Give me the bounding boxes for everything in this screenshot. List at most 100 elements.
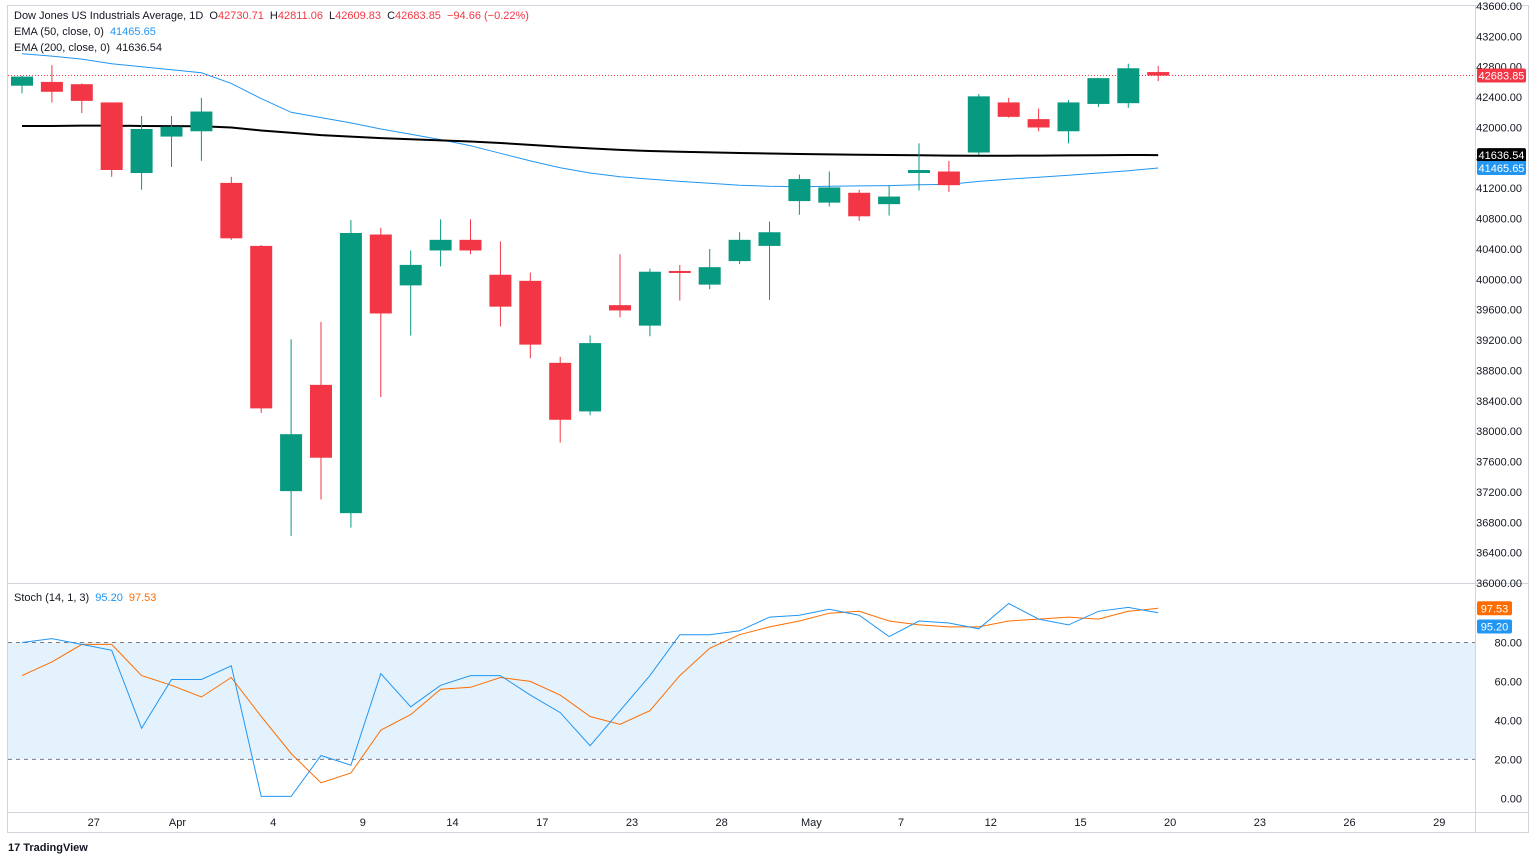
candle-up <box>280 434 303 492</box>
stoch-axis-tick: 20.00 <box>1494 754 1522 766</box>
candle-up <box>878 196 901 205</box>
ema50-tag: 41465.65 <box>1479 163 1525 175</box>
candle-up <box>638 271 661 326</box>
time-axis-tick: 9 <box>360 817 366 829</box>
time-axis-tick: 15 <box>1074 817 1086 829</box>
price-axis-tick: 36800.00 <box>1476 517 1522 529</box>
ema50-legend: EMA (50, close, 0) 41465.65 <box>14 26 159 38</box>
stoch-axis-tick: 40.00 <box>1494 715 1522 727</box>
price-axis-tick: 37600.00 <box>1476 457 1522 469</box>
stoch-k-tag: 95.20 <box>1481 621 1509 633</box>
candle-up <box>190 111 213 132</box>
time-axis-tick: 23 <box>1254 817 1266 829</box>
stoch-k-line <box>21 602 1159 797</box>
candle-up <box>967 96 990 153</box>
ohlc-change: −94.66 (−0.22%) <box>447 10 529 22</box>
price-legend: Dow Jones US Industrials Average, 1D O42… <box>14 10 532 22</box>
time-axis-tick: 7 <box>898 817 904 829</box>
candle-down <box>609 305 631 311</box>
time-axis-tick: 29 <box>1433 817 1445 829</box>
candle-up <box>1087 78 1110 104</box>
candle-down <box>220 182 243 239</box>
stoch-band-fill <box>8 642 1475 760</box>
candle-up <box>11 76 33 86</box>
time-axis-tick: 23 <box>626 817 638 829</box>
candle-up <box>1057 102 1080 132</box>
ema50-tag-bg <box>1477 161 1526 176</box>
time-axis-tick: 28 <box>716 817 728 829</box>
price-axis-tick: 43600.00 <box>1476 1 1522 13</box>
stoch-k-tag-bg <box>1477 619 1512 634</box>
price-axis-tick: 40400.00 <box>1476 244 1522 256</box>
time-axis-tick: 27 <box>88 817 100 829</box>
candle-down <box>310 384 332 458</box>
candle-down <box>997 102 1020 117</box>
candle-down <box>519 280 542 345</box>
stoch-axis-tick: 60.00 <box>1494 676 1522 688</box>
candle-down <box>70 84 93 101</box>
candle-down <box>1147 72 1170 76</box>
ohlc-close: C42683.85 <box>387 10 441 22</box>
price-axis-tick: 42000.00 <box>1476 122 1522 134</box>
candle-down <box>668 270 691 273</box>
candle-down <box>489 274 512 307</box>
chart-border <box>7 5 1529 833</box>
ema50-value: 41465.65 <box>109 26 156 38</box>
price-axis-tick: 43200.00 <box>1476 31 1522 43</box>
price-axis-tick: 38400.00 <box>1476 396 1522 408</box>
price-axis-tick: 40800.00 <box>1476 214 1522 226</box>
last-price-tag: 42683.85 <box>1479 71 1525 83</box>
price-axis-tick: 42400.00 <box>1476 92 1522 104</box>
time-axis-tick: 20 <box>1164 817 1176 829</box>
candle-down <box>848 192 871 217</box>
last-price-tag-bg <box>1477 68 1526 83</box>
ema200-value: 41636.54 <box>116 42 162 54</box>
candle-up <box>788 179 811 202</box>
ema200-label: EMA (200, close, 0) <box>14 42 110 54</box>
candle-up <box>339 233 362 514</box>
stoch-axis-tick: 80.00 <box>1494 637 1522 649</box>
ema50-label: EMA (50, close, 0) <box>14 26 104 38</box>
stoch-d-tag: 97.53 <box>1481 603 1509 615</box>
candle-up <box>160 126 183 137</box>
price-axis-tick: 39200.00 <box>1476 335 1522 347</box>
candle-up <box>698 267 721 285</box>
price-axis-tick: 40000.00 <box>1476 274 1522 286</box>
price-axis-tick: 39600.00 <box>1476 305 1522 317</box>
price-axis-tick: 36400.00 <box>1476 548 1522 560</box>
time-axis-tick: Apr <box>169 817 186 829</box>
ema200-tag-bg <box>1477 148 1526 163</box>
stoch-label: Stoch (14, 1, 3) <box>14 592 90 604</box>
ema50-line <box>21 53 1159 188</box>
price-axis-tick: 41200.00 <box>1476 183 1522 195</box>
candle-down <box>549 362 572 420</box>
time-axis-tick: May <box>801 817 822 829</box>
tradingview-name: TradingView <box>23 842 88 854</box>
candle-down <box>250 245 273 409</box>
tradingview-logo[interactable]: 17 TradingView <box>8 842 88 854</box>
ohlc-low: L42609.83 <box>329 10 382 22</box>
candle-up <box>728 239 751 262</box>
candle-up <box>130 128 153 174</box>
candle-down <box>40 81 63 92</box>
candle-up <box>579 343 602 412</box>
candle-down <box>459 239 482 251</box>
price-axis-tick: 38000.00 <box>1476 426 1522 438</box>
stoch-k-value: 95.20 <box>95 592 123 604</box>
time-axis-tick: 17 <box>536 817 548 829</box>
time-axis-tick: 12 <box>985 817 997 829</box>
symbol-title: Dow Jones US Industrials Average, 1D <box>14 10 204 22</box>
candle-up <box>429 239 452 251</box>
candle-up <box>818 187 841 203</box>
time-axis-tick: 26 <box>1343 817 1355 829</box>
candle-down <box>369 234 392 314</box>
candle-down <box>100 102 123 170</box>
stoch-d-tag-bg <box>1477 601 1512 616</box>
price-axis-tick: 36000.00 <box>1476 578 1522 590</box>
ema200-legend: EMA (200, close, 0) 41636.54 <box>14 42 165 54</box>
ema200-tag: 41636.54 <box>1479 150 1525 162</box>
candle-down <box>937 171 960 186</box>
candle-down <box>1027 119 1050 128</box>
ohlc-high: H42811.06 <box>269 10 323 22</box>
